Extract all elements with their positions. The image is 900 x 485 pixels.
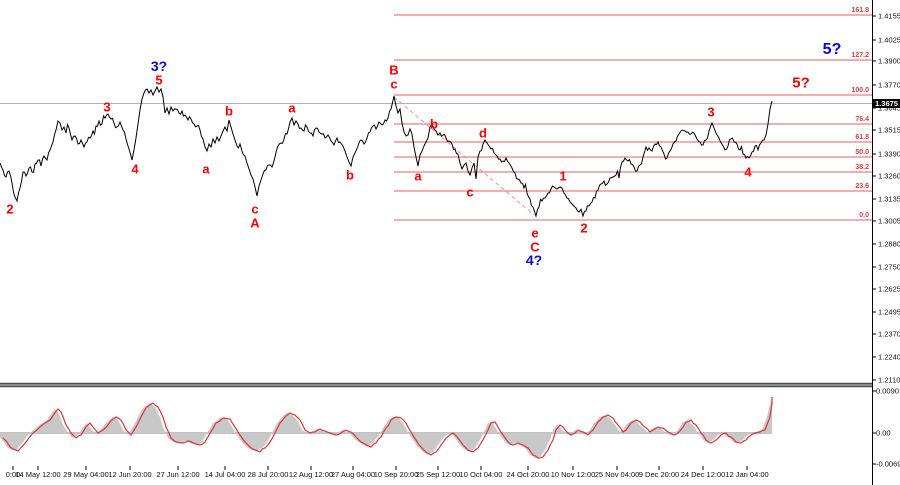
oscillator-line [2,397,773,459]
current-price-badge: 1.3675 [873,99,900,108]
panel-separator [0,384,872,386]
price-line [0,85,773,218]
fib-trendline [393,96,535,216]
